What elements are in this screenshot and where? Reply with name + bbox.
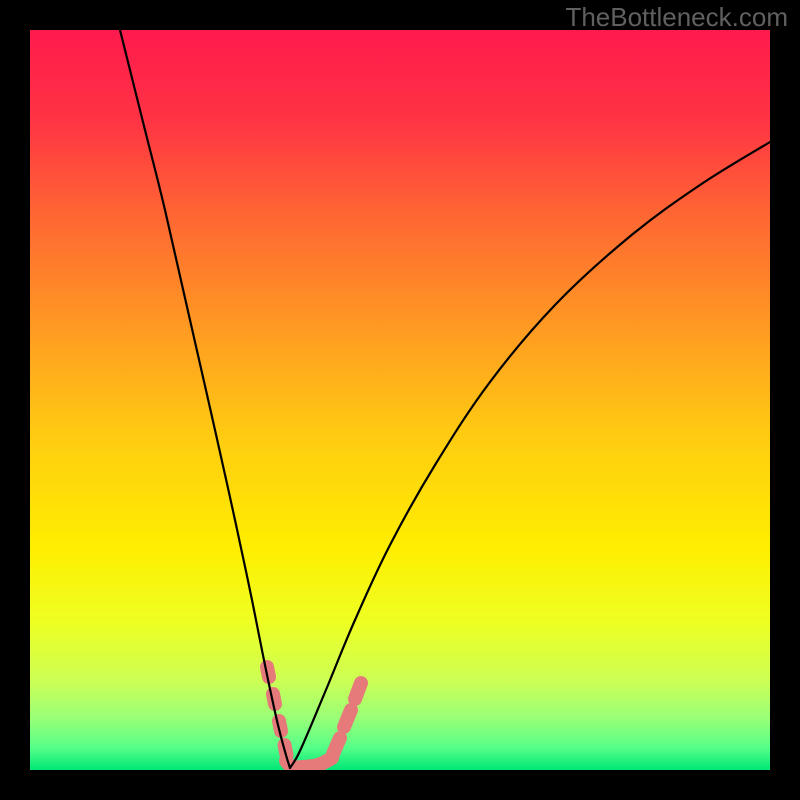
curve-right-branch	[290, 142, 770, 768]
highlight-dash-right	[344, 710, 351, 727]
highlight-dash-right	[333, 738, 340, 754]
curve-layer	[30, 30, 770, 770]
curve-left-branch	[120, 30, 290, 768]
highlight-dash-right	[355, 683, 361, 699]
plot-area	[30, 30, 770, 770]
watermark-text: TheBottleneck.com	[565, 2, 788, 33]
